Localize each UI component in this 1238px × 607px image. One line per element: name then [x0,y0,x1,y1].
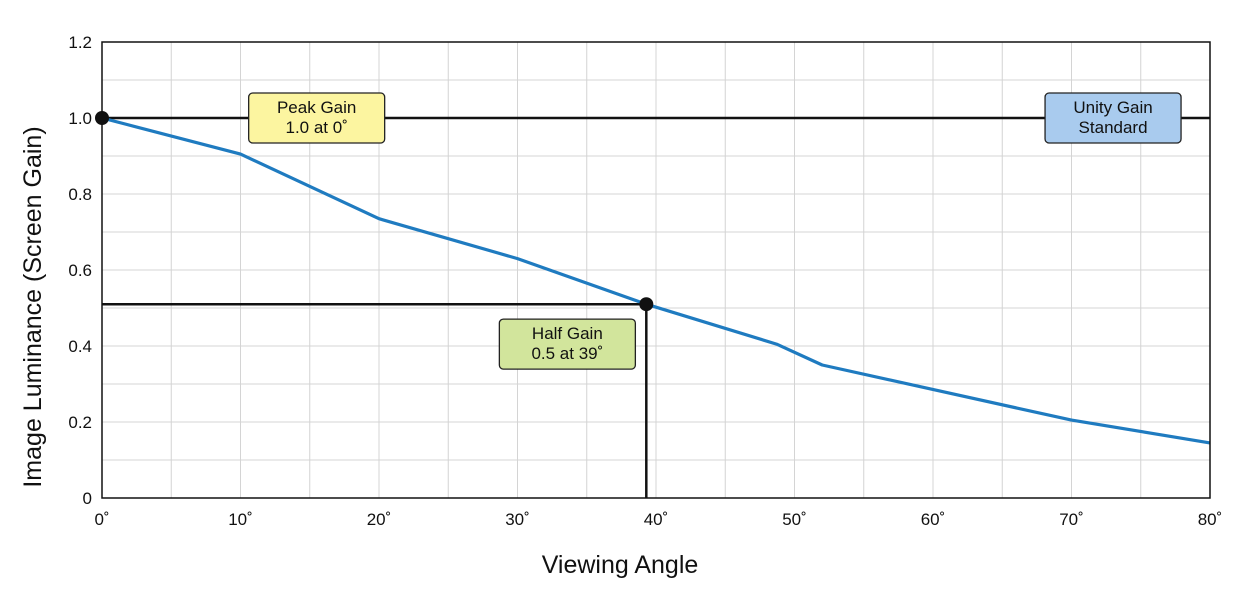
annotation-text: Half Gain [532,324,603,343]
x-tick-label: 30˚ [505,510,530,529]
annotation-text: Unity Gain [1073,98,1152,117]
annotation-text: Peak Gain [277,98,356,117]
y-tick-labels: 0 0.2 0.4 0.6 0.8 1.0 1.2 [68,33,92,508]
annotation-text: 0.5 at 39˚ [531,344,603,363]
x-tick-label: 80˚ [1198,510,1223,529]
data-point-marker [639,297,654,312]
x-tick-label: 0˚ [94,510,109,529]
x-tick-label: 20˚ [367,510,392,529]
annotation-background [248,92,386,144]
x-tick-label: 40˚ [644,510,669,529]
x-tick-label: 60˚ [921,510,946,529]
y-tick-label: 0.6 [68,261,92,280]
annotation-text: 1.0 at 0˚ [285,118,347,137]
y-tick-label: 0.4 [68,337,92,356]
y-tick-label: 0.8 [68,185,92,204]
x-tick-label: 50˚ [782,510,807,529]
y-tick-label: 0.2 [68,413,92,432]
y-tick-label: 1.0 [68,109,92,128]
y-tick-label: 1.2 [68,33,92,52]
x-tick-labels: 0˚ 10˚ 20˚ 30˚ 40˚ 50˚ 60˚ 70˚ 80˚ [94,510,1222,529]
x-tick-label: 70˚ [1059,510,1084,529]
plot-frame [101,41,1211,499]
x-tick-label: 10˚ [228,510,253,529]
annotation-background [498,318,637,370]
annotation-background [1044,92,1182,144]
markers-layer [95,111,654,312]
y-tick-label: 0 [83,489,92,508]
y-axis-title: Image Luminance (Screen Gain) [19,126,47,487]
data-point-marker [95,111,109,125]
annotation-text: Standard [1079,118,1148,137]
x-axis-title: Viewing Angle [542,551,699,579]
